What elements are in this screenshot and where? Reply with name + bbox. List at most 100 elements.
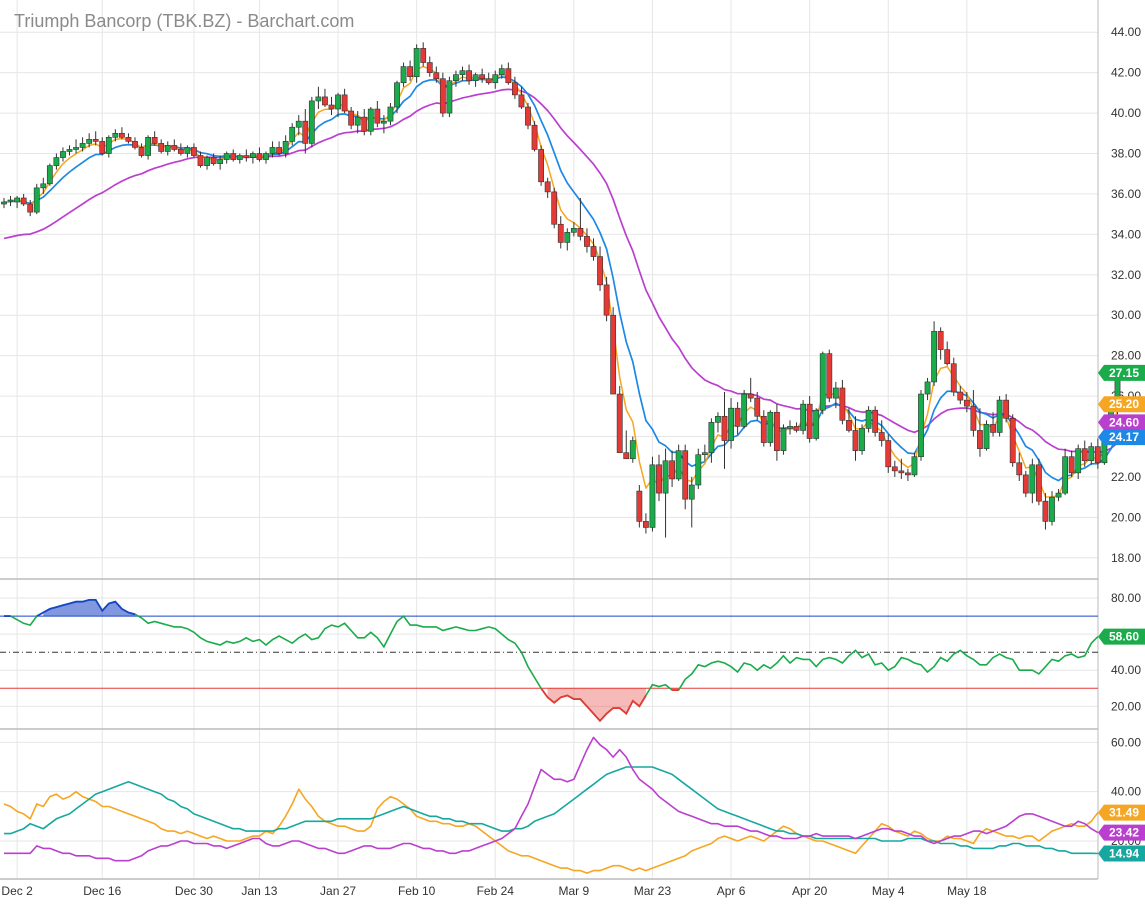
candle-body: [832, 387, 839, 399]
candle: [138, 143, 145, 158]
candle: [780, 424, 787, 455]
candle: [898, 458, 905, 479]
candle: [210, 153, 217, 166]
x-tick-label: Jan 13: [241, 884, 277, 898]
candle-body: [557, 223, 564, 243]
candle-body: [420, 48, 427, 63]
candle: [839, 379, 846, 425]
candle: [1088, 442, 1095, 465]
candle-body: [511, 82, 518, 96]
candle-body: [747, 393, 754, 399]
candle-body: [243, 155, 250, 158]
candle: [164, 141, 171, 156]
candle: [276, 141, 282, 156]
candle: [983, 420, 990, 451]
candle-body: [852, 430, 859, 451]
candle-body: [931, 331, 937, 383]
candle-body: [728, 407, 734, 441]
candle: [472, 72, 479, 87]
candle: [1055, 489, 1062, 502]
candle: [53, 153, 60, 170]
value-badge: 25.20: [1098, 396, 1145, 413]
candle: [878, 420, 885, 447]
value-badge-shape: [1098, 364, 1145, 381]
x-tick-label: May 4: [872, 884, 905, 898]
candle-body: [73, 147, 79, 150]
candle-body: [872, 409, 879, 433]
candle-body: [171, 145, 178, 150]
candle-body: [649, 464, 656, 528]
candle-body: [1029, 464, 1036, 494]
candle: [544, 177, 551, 198]
candle-body: [904, 472, 911, 476]
candle: [223, 151, 230, 164]
candle: [73, 139, 79, 154]
candle: [1016, 452, 1023, 481]
candle: [46, 163, 53, 186]
x-tick-label: Dec 30: [175, 884, 213, 898]
candle: [236, 153, 243, 164]
candle: [374, 100, 381, 128]
candle-body: [688, 484, 695, 500]
candle-body: [937, 331, 944, 350]
candle: [158, 139, 165, 154]
value-badge: 24.17: [1098, 429, 1145, 446]
candle: [413, 44, 420, 83]
candle: [400, 62, 407, 87]
mid-moving-average-line: [3, 76, 1119, 482]
y-tick-label: 36.00: [1111, 187, 1141, 201]
candle: [701, 444, 708, 461]
candle-body: [472, 74, 479, 82]
candle-body: [1003, 399, 1010, 419]
candle-body: [86, 139, 93, 144]
candle: [151, 131, 158, 146]
candle: [308, 96, 315, 148]
y-tick-label: 32.00: [1111, 268, 1141, 282]
candle-body: [485, 78, 492, 84]
candle-body: [721, 415, 728, 441]
candle-body: [328, 104, 335, 110]
candle: [603, 276, 610, 322]
candle-body: [760, 415, 767, 443]
candle: [636, 485, 643, 528]
candle-body: [819, 353, 826, 411]
y-tick-label: 38.00: [1111, 147, 1141, 161]
candle: [315, 86, 322, 110]
chart-title: Triumph Bancorp (TBK.BZ) - Barchart.com: [14, 11, 355, 31]
candle: [996, 396, 1003, 437]
candle-body: [197, 155, 204, 166]
candle: [1036, 458, 1042, 506]
candle-body: [669, 460, 675, 480]
candle: [564, 228, 571, 251]
candle-body: [184, 147, 191, 154]
candle-body: [236, 155, 243, 160]
candle-body: [531, 124, 538, 150]
candle-body: [1094, 446, 1101, 464]
candle: [1, 197, 7, 209]
candle: [420, 42, 427, 67]
candle-body: [577, 227, 584, 237]
candle: [112, 129, 119, 142]
candle: [505, 62, 512, 85]
candle-body: [1042, 500, 1049, 522]
candle: [826, 349, 833, 403]
dmi-purple-line: [4, 736, 1099, 862]
candle: [453, 70, 459, 87]
candle-body: [741, 393, 748, 427]
candle: [728, 398, 734, 449]
candle-body: [623, 452, 630, 460]
candle: [439, 72, 446, 118]
candle-body: [138, 147, 145, 156]
candle-body: [132, 141, 138, 148]
candle-body: [295, 120, 302, 128]
candle: [518, 86, 525, 110]
candle-body: [158, 143, 165, 152]
y-tick-label: 44.00: [1111, 25, 1141, 39]
candle: [806, 396, 813, 443]
candle: [977, 408, 983, 457]
x-tick-label: Dec 16: [83, 884, 121, 898]
candle-body: [492, 74, 499, 84]
candle: [747, 377, 754, 403]
